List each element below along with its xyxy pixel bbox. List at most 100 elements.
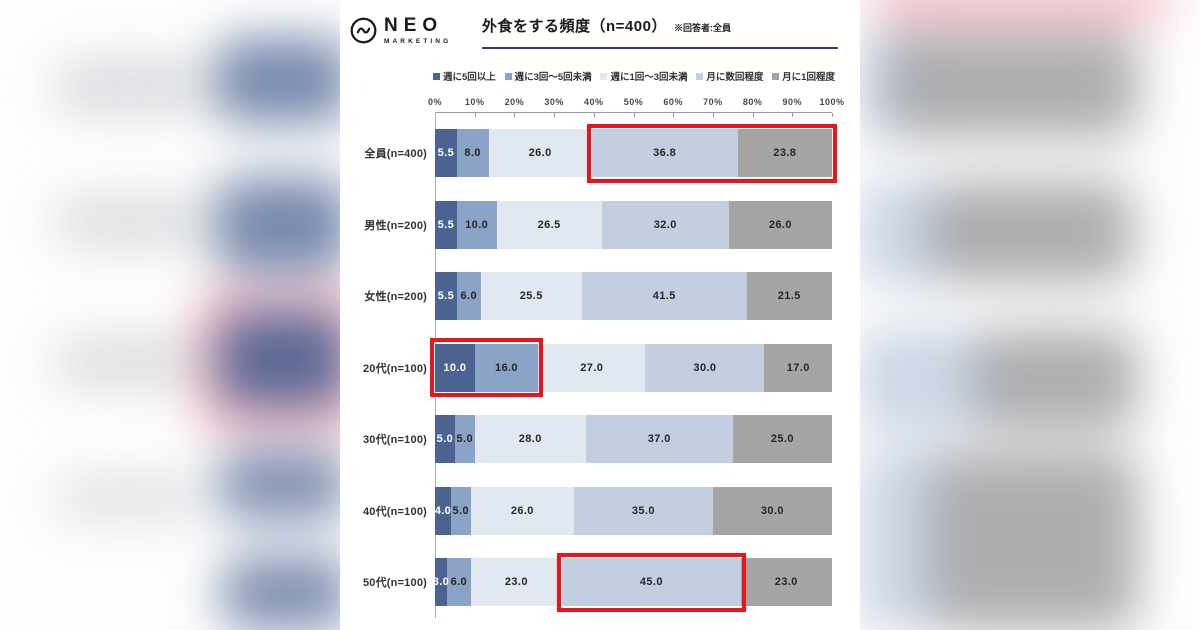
bar-segment: 6.0 xyxy=(456,272,481,320)
legend-label: 週に1回～3回未満 xyxy=(610,72,688,83)
bar-segment: 4.0 xyxy=(434,486,452,535)
background-blob xyxy=(218,312,348,407)
x-axis-tick xyxy=(474,113,476,117)
respondent-note: ※回答者:全員 xyxy=(673,23,731,33)
bar-segment: 23.0 xyxy=(470,558,563,606)
x-axis-tick xyxy=(832,113,833,117)
bar-segment: 5.5 xyxy=(435,272,457,320)
bar-segment: 23.8 xyxy=(737,129,832,177)
chart-row: 女性(n=200) 5.5 6.0 25.5 41.5 21.5 xyxy=(340,272,860,320)
value-label: 26.5 xyxy=(537,218,561,231)
bar-segment: 45.0 xyxy=(562,558,741,606)
value-label: 6.0 xyxy=(460,290,477,302)
x-axis-tick-label: 30% xyxy=(544,97,564,107)
value-label: 41.5 xyxy=(652,290,676,302)
bar-segment: 10.0 xyxy=(456,200,497,249)
x-axis-tick xyxy=(593,113,595,117)
bar-segment: 36.8 xyxy=(591,129,738,177)
x-axis-tick-label: 90% xyxy=(782,97,803,107)
legend-swatch xyxy=(772,72,780,80)
chart-title: 外食をする頻度（n=400） xyxy=(482,18,667,35)
x-axis-tick xyxy=(514,113,516,117)
chart-row: 全員(n=400) 5.5 8.0 26.0 36.8 23.8 xyxy=(340,123,860,183)
background-blob xyxy=(55,62,205,112)
value-label: 17.0 xyxy=(786,361,810,374)
category-label: 30代(n=100) xyxy=(362,434,427,446)
bar-segment: 5.0 xyxy=(450,486,471,535)
stacked-bar: 5.0 5.0 28.0 37.0 25.0 xyxy=(435,415,832,463)
legend-swatch xyxy=(696,72,704,80)
category-label: 男性(n=200) xyxy=(364,219,427,232)
bar-segment: 32.0 xyxy=(601,200,729,249)
value-label: 23.8 xyxy=(773,147,797,159)
value-label: 30.0 xyxy=(760,504,784,517)
background-blob xyxy=(870,0,1170,22)
chart-row: 男性(n=200) 5.5 10.0 26.5 32.0 26.0 xyxy=(340,200,860,249)
background-blob xyxy=(888,32,1138,137)
chart-panel: NEO MARKETING 外食をする頻度（n=400） ※回答者:全員 週に5回… xyxy=(340,0,860,630)
bar-segment: 23.0 xyxy=(740,558,832,606)
title-block: 外食をする頻度（n=400） ※回答者:全員 xyxy=(482,15,838,36)
bar-segment: 17.0 xyxy=(764,343,832,392)
x-axis-tick-label: 50% xyxy=(623,97,644,107)
value-label: 5.5 xyxy=(437,218,455,231)
chart-row: 20代(n=100) 10.0 16.0 27.0 30.0 17.0 xyxy=(340,338,860,397)
x-axis-tick xyxy=(792,113,794,117)
bar-segment: 5.5 xyxy=(435,129,457,177)
legend-item: 週に5回以上 xyxy=(433,69,496,83)
legend-item: 週に3回～5回未満 xyxy=(504,69,592,83)
x-axis-tick-label: 60% xyxy=(663,97,683,107)
bar-segment: 25.0 xyxy=(732,415,832,463)
bar-segment: 5.5 xyxy=(435,200,457,249)
background-blob xyxy=(55,198,205,246)
bar-segment: 41.5 xyxy=(581,272,747,320)
value-label: 5.5 xyxy=(437,147,455,159)
background-blob xyxy=(858,328,988,433)
background-blob xyxy=(215,38,350,123)
chart-row: 40代(n=100) 4.0 5.0 26.0 35.0 30.0 xyxy=(340,486,860,535)
value-label: 5.0 xyxy=(456,433,474,445)
legend-item: 月に1回程度 xyxy=(772,69,835,83)
bar-segment: 26.0 xyxy=(488,129,592,177)
bar-segment: 25.5 xyxy=(480,272,582,320)
x-axis-tick xyxy=(712,113,714,117)
value-label: 26.0 xyxy=(768,218,792,231)
value-label: 30.0 xyxy=(693,361,717,374)
stacked-bar: 5.5 6.0 25.5 41.5 21.5 xyxy=(435,272,832,320)
legend-item: 週に1回～3回未満 xyxy=(600,69,688,83)
background-blob xyxy=(55,478,200,518)
stacked-bar: 5.5 10.0 26.5 32.0 26.0 xyxy=(435,200,832,249)
value-label: 26.0 xyxy=(510,504,534,517)
category-label: 40代(n=100) xyxy=(362,505,427,518)
value-label: 4.0 xyxy=(434,504,452,517)
wave-circle-icon xyxy=(350,17,377,44)
bar-segment: 21.5 xyxy=(746,272,832,320)
logo-subtitle: MARKETING xyxy=(384,38,452,45)
value-label: 16.0 xyxy=(494,361,518,374)
x-axis-tick-label: 0% xyxy=(427,97,443,107)
x-axis-tick xyxy=(554,113,556,117)
value-label: 35.0 xyxy=(631,504,655,517)
bar-segment: 30.0 xyxy=(645,343,765,392)
bar-segment: 28.0 xyxy=(474,415,586,463)
x-axis-tick-label: 20% xyxy=(504,97,525,107)
value-label: 37.0 xyxy=(647,433,671,445)
background-blob xyxy=(222,556,350,630)
value-label: 26.0 xyxy=(528,147,552,159)
neo-marketing-logo: NEO MARKETING xyxy=(350,16,451,45)
legend-item: 月に数回程度 xyxy=(696,69,763,83)
bar-segment: 26.5 xyxy=(496,200,602,249)
chart-row: 30代(n=100) 5.0 5.0 28.0 37.0 25.0 xyxy=(340,415,860,463)
category-label: 20代(n=100) xyxy=(362,362,427,375)
value-label: 21.5 xyxy=(777,290,801,302)
x-axis-tick-label: 70% xyxy=(703,97,723,107)
x-axis-tick xyxy=(673,113,675,117)
background-blob xyxy=(928,452,1138,630)
legend-swatch xyxy=(600,72,608,80)
legend-label: 月に数回程度 xyxy=(706,72,764,83)
x-axis-tick xyxy=(633,113,635,117)
value-label: 6.0 xyxy=(450,576,468,588)
chart-row: 50代(n=100) 3.0 6.0 23.0 45.0 23.0 xyxy=(340,552,860,612)
value-label: 45.0 xyxy=(639,576,663,588)
